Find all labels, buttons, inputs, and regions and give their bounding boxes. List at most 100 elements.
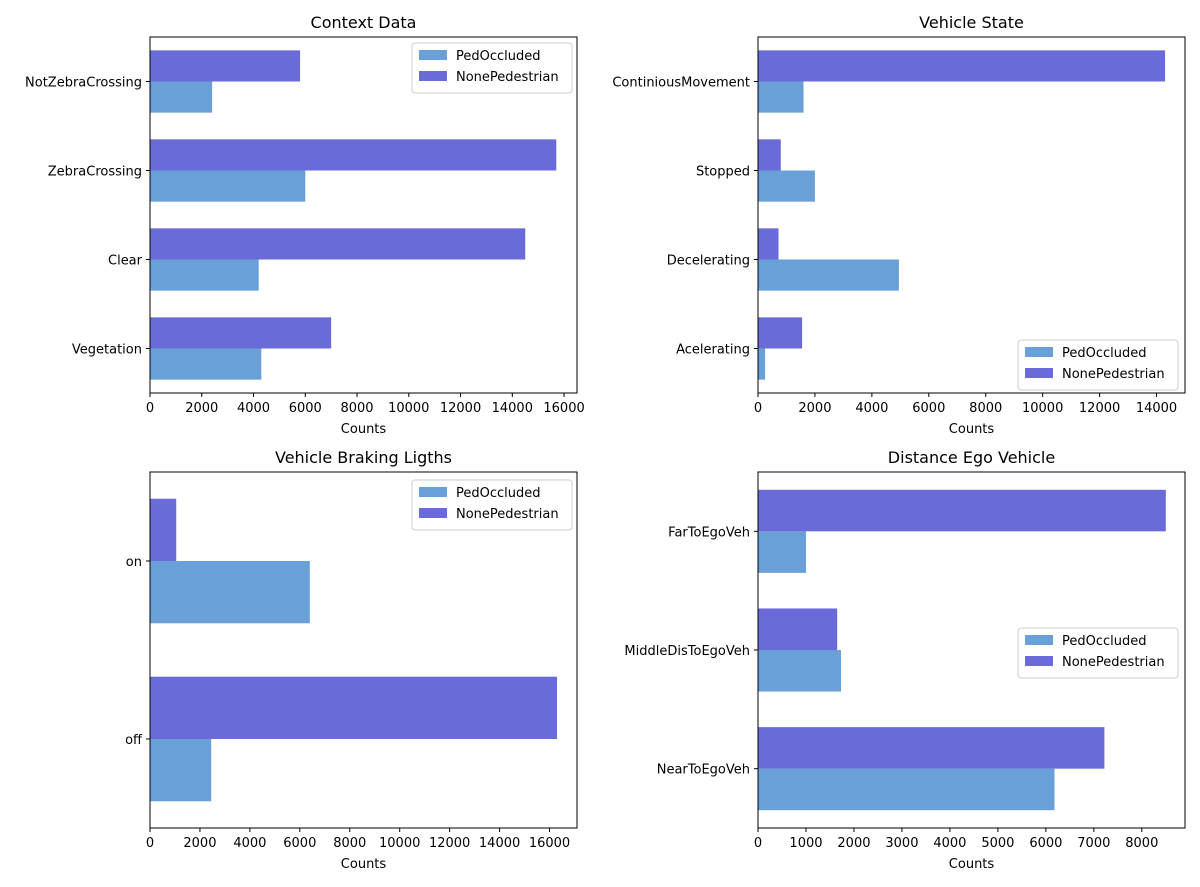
chart-panel-1: Context Data 0 2000 4000 6000 8000 10000 12000 1… [25, 13, 585, 437]
legend-label: PedOccluded [456, 49, 541, 64]
y-tick-label: MiddleDisToEgoVeh [624, 644, 750, 659]
x-tick-label: 14000 [1136, 401, 1177, 416]
x-tick-label: 1000 [789, 836, 822, 851]
x-tick-label: 0 [146, 836, 154, 851]
bar-PedOccluded-MiddleDisToEgoVeh [758, 650, 842, 692]
bar-PedOccluded-on [150, 561, 310, 624]
legend-label: NonePedestrian [1062, 655, 1165, 670]
bar-PedOccluded-Decelerating [758, 259, 899, 291]
legend-label: NonePedestrian [456, 507, 559, 522]
legend-swatch [419, 71, 447, 81]
x-tick-label: 6000 [283, 836, 316, 851]
x-tick-label: 12000 [429, 836, 470, 851]
legend-label: PedOccluded [1062, 346, 1147, 361]
legend-swatch [419, 508, 447, 518]
chart-panel-3: Vehicle Braking Ligths 0 2000 4000 6000 8000 1… [125, 448, 578, 872]
legend-swatch [1025, 656, 1053, 666]
bar-NonePedestrian-NearToEgoVeh [758, 727, 1105, 769]
legend-label: PedOccluded [1062, 634, 1147, 649]
legend-label: NonePedestrian [1062, 367, 1165, 382]
bar-NonePedestrian-Acelerating [758, 317, 803, 349]
legend-box [1017, 339, 1179, 391]
bar-PedOccluded-Clear [150, 259, 259, 291]
bar-NonePedestrian-Decelerating [758, 228, 779, 260]
bar-PedOccluded-off [150, 739, 212, 802]
x-tick-label: 4000 [233, 836, 266, 851]
chart-title: Vehicle State [919, 13, 1024, 32]
legend-label: PedOccluded [456, 486, 541, 501]
x-tick-label: 8000 [333, 836, 366, 851]
x-tick-label: 8000 [1125, 836, 1158, 851]
x-tick-label: 3000 [885, 836, 918, 851]
bar-NonePedestrian-Vegetation [150, 317, 332, 349]
bar-PedOccluded-ContiniousMovement [758, 81, 804, 113]
x-axis-label: Counts [341, 857, 387, 872]
y-tick-label: Stopped [696, 165, 750, 180]
y-tick-label: ContiniousMovement [612, 76, 750, 91]
x-tick-label: 10000 [1022, 401, 1063, 416]
chart-title: Vehicle Braking Ligths [275, 448, 452, 467]
axes-frame [757, 36, 1186, 394]
x-tick-label: 14000 [492, 401, 533, 416]
chart-title: Distance Ego Vehicle [888, 448, 1055, 467]
bar-NonePedestrian-on [150, 498, 177, 561]
legend-swatch [419, 50, 447, 60]
axes-frame [149, 36, 578, 394]
y-tick-label: off [125, 733, 143, 748]
y-tick-label: NearToEgoVeh [657, 763, 750, 778]
chart-panel-4: Distance Ego Vehicle 0 1000 2000 3000 4000 500… [624, 448, 1186, 872]
chart-panel-2: Vehicle State 0 2000 4000 6000 8000 10000 12000… [612, 13, 1186, 437]
chart-title: Context Data [311, 13, 417, 32]
x-tick-label: 8000 [969, 401, 1002, 416]
bar-NonePedestrian-NotZebraCrossing [150, 50, 301, 82]
bar-NonePedestrian-Stopped [758, 139, 781, 171]
x-tick-label: 2000 [185, 401, 218, 416]
x-tick-label: 7000 [1077, 836, 1110, 851]
x-tick-label: 6000 [1029, 836, 1062, 851]
legend-swatch [1025, 368, 1053, 378]
y-tick-label: on [126, 555, 142, 570]
x-tick-label: 4000 [933, 836, 966, 851]
bar-PedOccluded-FarToEgoVeh [758, 531, 806, 573]
x-tick-label: 10000 [379, 836, 420, 851]
x-tick-label: 4000 [237, 401, 270, 416]
bar-PedOccluded-Acelerating [758, 348, 766, 380]
x-tick-label: 8000 [340, 401, 373, 416]
bar-PedOccluded-ZebraCrossing [150, 170, 306, 202]
x-axis-label: Counts [949, 857, 995, 872]
x-tick-label: 12000 [1079, 401, 1120, 416]
x-tick-label: 0 [754, 836, 762, 851]
legend-box [411, 42, 573, 94]
x-tick-label: 2000 [183, 836, 216, 851]
bar-NonePedestrian-FarToEgoVeh [758, 489, 1166, 532]
x-tick-label: 6000 [912, 401, 945, 416]
legend: PedOccluded NonePedestrian [411, 42, 573, 94]
axes-frame [149, 471, 578, 829]
x-axis-label: Counts [341, 422, 387, 437]
y-tick-label: ZebraCrossing [48, 165, 142, 180]
y-tick-label: Decelerating [667, 254, 750, 269]
legend: PedOccluded NonePedestrian [1017, 339, 1179, 391]
legend-box [411, 479, 573, 531]
x-tick-label: 10000 [388, 401, 429, 416]
x-tick-label: 4000 [855, 401, 888, 416]
legend: PedOccluded NonePedestrian [1017, 627, 1179, 679]
y-tick-label: Acelerating [676, 343, 750, 358]
x-tick-label: 16000 [529, 836, 570, 851]
y-tick-label: Clear [108, 254, 143, 269]
x-tick-label: 16000 [543, 401, 584, 416]
x-axis-label: Counts [949, 422, 995, 437]
legend-box [1017, 627, 1179, 679]
x-tick-label: 14000 [479, 836, 520, 851]
bar-PedOccluded-NearToEgoVeh [758, 768, 1055, 811]
bar-NonePedestrian-ContiniousMovement [758, 50, 1166, 82]
bar-NonePedestrian-off [150, 676, 558, 739]
bar-PedOccluded-Vegetation [150, 348, 262, 380]
y-tick-label: NotZebraCrossing [25, 76, 142, 91]
x-tick-label: 5000 [981, 836, 1014, 851]
x-tick-label: 2000 [798, 401, 831, 416]
legend: PedOccluded NonePedestrian [411, 479, 573, 531]
x-tick-label: 2000 [837, 836, 870, 851]
bar-NonePedestrian-ZebraCrossing [150, 139, 557, 171]
x-tick-label: 12000 [440, 401, 481, 416]
